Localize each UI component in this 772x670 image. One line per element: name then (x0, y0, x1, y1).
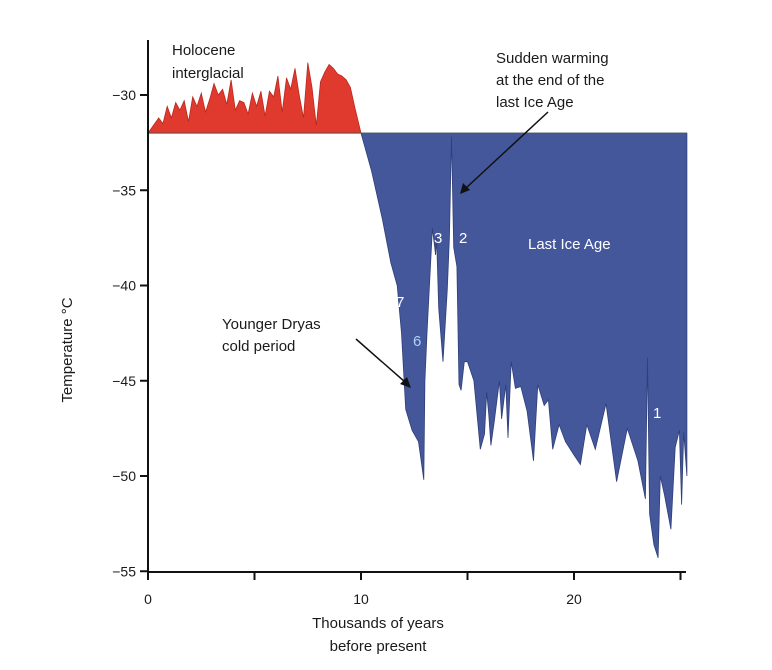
event-label-3: 3 (434, 230, 442, 247)
holocene-area (147, 62, 362, 134)
y-tick-label: −50 (112, 468, 136, 484)
x-ticks: 0 10 20 (144, 572, 682, 607)
event-label-1: 1 (653, 405, 661, 422)
y-tick-label: −30 (112, 87, 136, 103)
y-ticks: −30 −35 −40 −45 −50 −55 (112, 87, 148, 579)
x-tick-label: 20 (566, 591, 582, 607)
x-tick-label: 0 (144, 591, 152, 607)
dryas-arrow (355, 338, 411, 388)
annotation-holocene-line1: Holocene (172, 42, 235, 59)
annotation-last-ice-age: Last Ice Age (528, 236, 611, 253)
warming-arrow (460, 111, 549, 194)
y-tick-label: −45 (112, 373, 136, 389)
y-tick-label: −40 (112, 278, 136, 294)
plot-area (147, 62, 688, 559)
axes (147, 40, 686, 573)
event-label-2: 2 (459, 230, 467, 247)
annotation-warming-line3: last Ice Age (496, 94, 574, 111)
annotation-dryas-line1: Younger Dryas (222, 316, 321, 333)
annotation-dryas-line2: cold period (222, 338, 295, 355)
event-label-6: 6 (413, 333, 421, 350)
x-tick-label: 10 (353, 591, 369, 607)
annotation-warming-line2: at the end of the (496, 72, 604, 89)
x-axis-label-line1: Thousands of years (312, 615, 444, 632)
y-axis-label: Temperature °C (59, 297, 76, 402)
annotation-warming-line1: Sudden warming (496, 50, 609, 67)
x-axis-label-line2: before present (330, 638, 428, 655)
y-tick-label: −35 (112, 182, 136, 198)
annotation-holocene-line2: interglacial (172, 65, 244, 82)
ice-age-area (360, 132, 688, 559)
y-tick-label: −55 (112, 563, 136, 579)
event-label-7: 7 (396, 294, 404, 311)
